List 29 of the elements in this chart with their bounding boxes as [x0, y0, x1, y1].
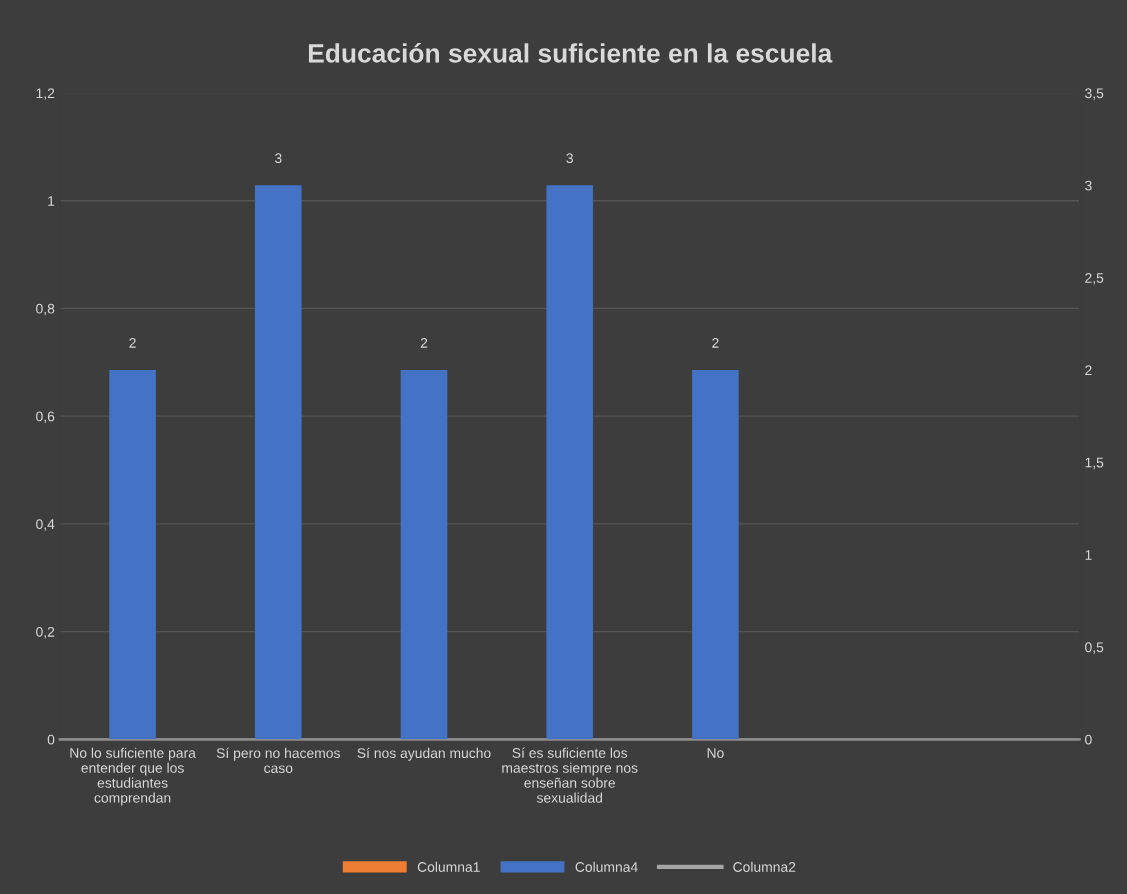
legend-label: Columna1 — [417, 861, 480, 872]
data-label: 3 — [274, 153, 282, 164]
x-tick-label: Sí es suficiente los maestros siempre nos enseñan sobre sexualidad — [502, 747, 638, 803]
y2-tick-label: 2,5 — [1085, 272, 1104, 285]
y-tick-label: 0,4 — [36, 519, 55, 531]
data-label: 2 — [712, 337, 719, 348]
x-tick-label: Sí pero no hacemos caso — [216, 747, 340, 773]
data-label: 2 — [129, 337, 136, 348]
y-tick-label: 0,6 — [36, 411, 55, 423]
y2-tick-label: 2 — [1085, 365, 1092, 376]
y2-tick-label: 1 — [1085, 550, 1092, 560]
y2-tick-label: 0,5 — [1085, 642, 1104, 654]
x-tick-label: No — [707, 748, 724, 758]
legend-label: Columna4 — [575, 861, 638, 872]
y2-tick-label: 3 — [1085, 180, 1092, 191]
y-tick-label: 1 — [48, 196, 55, 206]
chart-title: Educación sexual suficiente en la escuela — [308, 43, 833, 63]
y2-tick-label: 1,5 — [1085, 457, 1104, 470]
y2-tick-label: 3,5 — [1085, 88, 1104, 100]
y-tick-label: 0,8 — [36, 303, 55, 316]
x-tick-label: No lo suficiente para entender que los estudiantes comprendan — [70, 747, 196, 806]
y-tick-label: 0 — [47, 734, 55, 745]
y-tick-label: 0,2 — [36, 626, 55, 639]
data-label: 3 — [566, 153, 573, 164]
x-tick-label: Sí nos ayudan mucho — [357, 747, 491, 761]
legend-label: Columna2 — [733, 861, 796, 872]
data-label: 2 — [420, 337, 428, 348]
y-tick-label: 1,2 — [36, 88, 55, 100]
y2-tick-label: 0 — [1085, 734, 1092, 745]
